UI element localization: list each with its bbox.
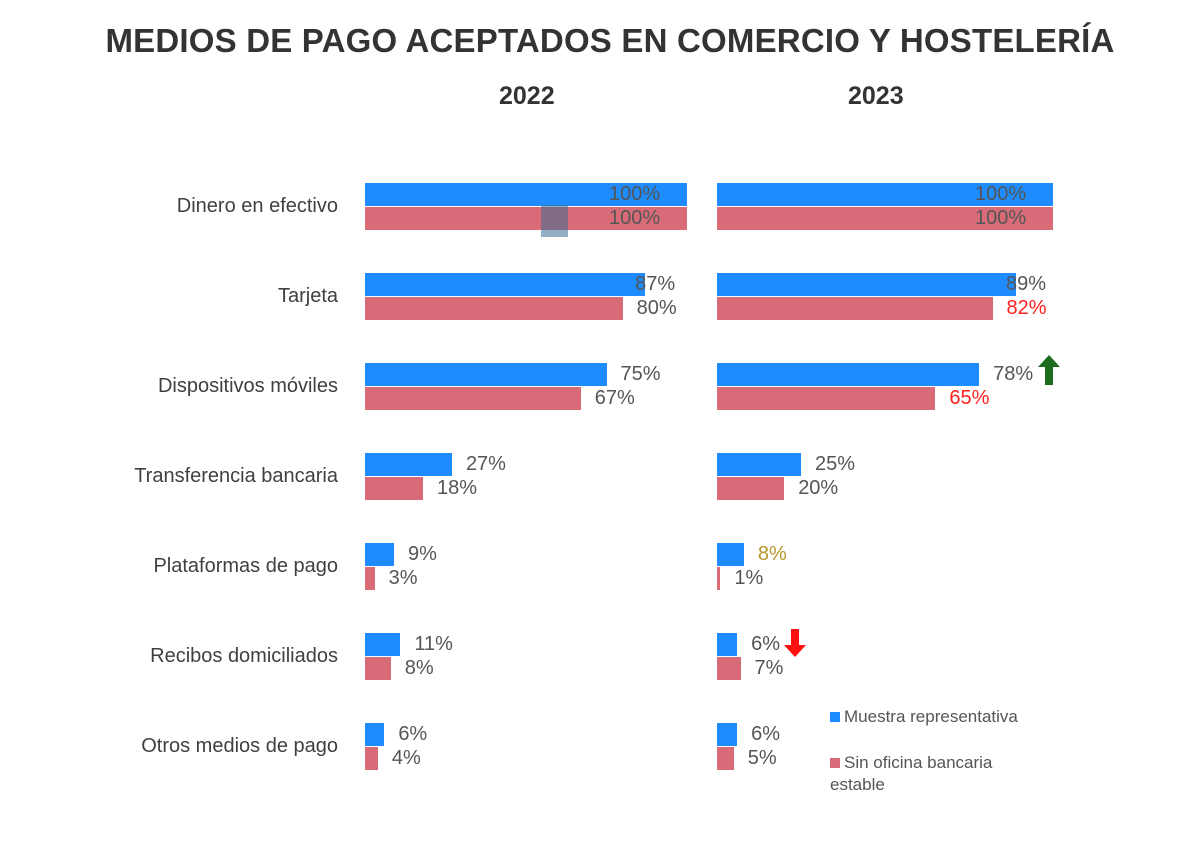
bar-sin-oficina-2022 (365, 566, 375, 590)
legend-item-muestra: Muestra representativa (830, 706, 1018, 728)
data-label: 7% (754, 656, 784, 679)
data-label: 65% (949, 386, 990, 409)
data-label: 11% (414, 633, 453, 655)
bar-muestra-2023 (717, 453, 801, 476)
data-label: 18% (436, 476, 477, 499)
data-label: 87% (635, 273, 676, 295)
data-label: 5% (747, 746, 777, 769)
year-2023-header: 2023 (848, 82, 904, 110)
legend-item-sin-oficina: Sin oficina bancaria estable (830, 752, 1030, 796)
data-label: 1% (734, 566, 764, 589)
data-label: 75% (620, 363, 661, 385)
arrow-up-icon (1038, 355, 1060, 385)
bar-muestra-2023 (717, 633, 738, 656)
bar-sin-oficina-2023 (717, 656, 741, 680)
data-label: 8% (404, 656, 434, 679)
arrow-down-icon (784, 629, 806, 657)
bar-sin-oficina-2023 (717, 746, 734, 770)
bar-muestra-2022 (365, 453, 452, 476)
data-label: 6% (751, 723, 781, 745)
data-label: 82% (1006, 296, 1047, 319)
data-label: 4% (391, 746, 421, 769)
bar-muestra-2023 (717, 273, 1017, 296)
data-label: 100% (609, 183, 661, 205)
data-label: 78% (993, 363, 1034, 385)
bar-sin-oficina-2023 (717, 206, 1053, 230)
category-label: Dispositivos móviles (157, 375, 338, 397)
legend-swatch-pink (830, 758, 840, 768)
bar-muestra-2023 (717, 543, 744, 566)
bar-muestra-2022 (365, 183, 687, 206)
bar-sin-oficina-2023 (717, 296, 993, 320)
bar-sin-oficina-2023 (717, 386, 936, 410)
bar-muestra-2023 (717, 723, 738, 746)
bar-muestra-2022 (365, 363, 607, 386)
legend-swatch-blue (830, 712, 840, 722)
bar-sin-oficina-2022 (365, 386, 581, 410)
bar-sin-oficina-2023 (717, 476, 785, 500)
data-label: 6% (751, 633, 781, 655)
data-label: 25% (815, 453, 856, 475)
bar-muestra-2022 (365, 633, 401, 656)
bar-sin-oficina-2022 (365, 656, 391, 680)
year-2022-header: 2022 (499, 82, 555, 110)
category-label: Tarjeta (277, 285, 338, 307)
bar-muestra-2023 (717, 183, 1053, 206)
bar-sin-oficina-2022 (365, 476, 423, 500)
category-label: Plataformas de pago (153, 555, 338, 577)
data-label: 3% (388, 566, 418, 589)
data-label: 100% (975, 183, 1027, 205)
data-label: 100% (975, 206, 1027, 229)
bar-muestra-2022 (365, 723, 385, 746)
data-label: 80% (636, 296, 677, 319)
bar-muestra-2022 (365, 543, 394, 566)
overlay-box (541, 205, 568, 237)
bar-muestra-2023 (717, 363, 980, 386)
category-label: Transferencia bancaria (134, 465, 338, 487)
bar-sin-oficina-2022 (365, 296, 623, 320)
category-label: Recibos domiciliados (150, 645, 338, 667)
legend-label: Muestra representativa (844, 707, 1018, 726)
data-label: 27% (465, 453, 506, 475)
bar-sin-oficina-2022 (365, 206, 687, 230)
legend-label: Sin oficina bancaria estable (830, 753, 993, 794)
data-label: 100% (609, 206, 661, 229)
data-label: 6% (398, 723, 428, 745)
data-label: 67% (594, 386, 635, 409)
bar-sin-oficina-2023 (717, 566, 721, 590)
data-label: 8% (757, 543, 787, 565)
category-label: Otros medios de pago (141, 735, 338, 757)
bar-sin-oficina-2022 (365, 746, 378, 770)
category-label: Dinero en efectivo (176, 195, 338, 217)
data-label: 20% (798, 476, 839, 499)
data-label: 9% (407, 543, 437, 565)
bar-muestra-2022 (365, 273, 646, 296)
data-label: 89% (1006, 273, 1047, 295)
chart-title: MEDIOS DE PAGO ACEPTADOS EN COMERCIO Y H… (105, 22, 1115, 59)
